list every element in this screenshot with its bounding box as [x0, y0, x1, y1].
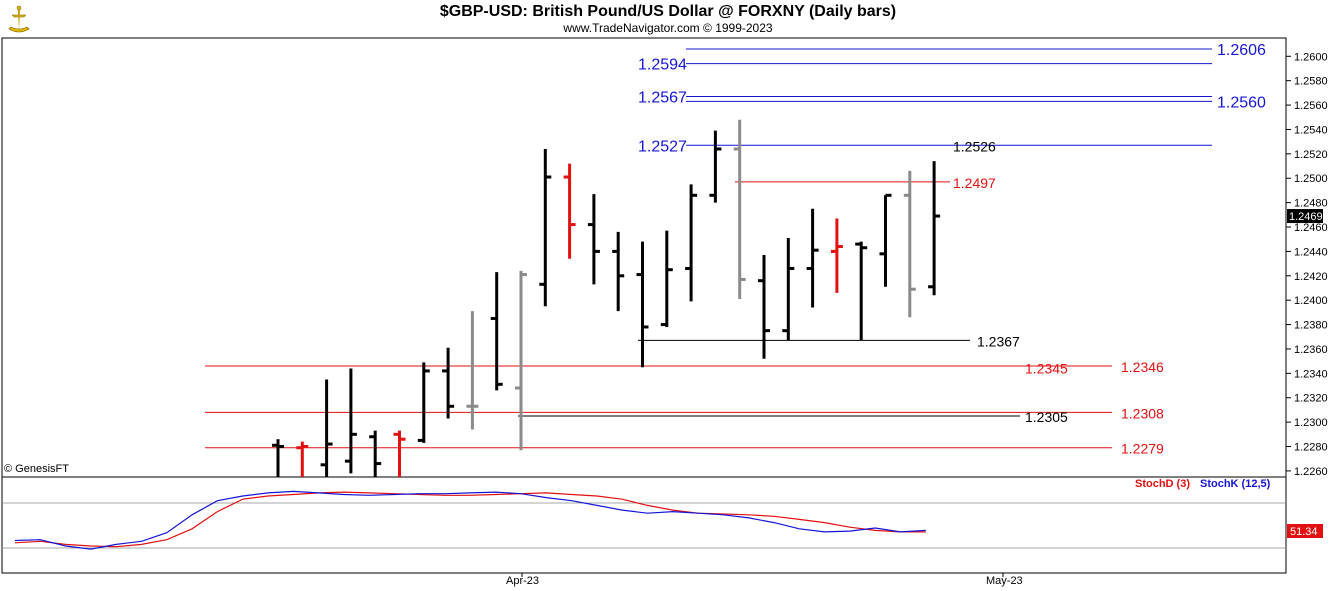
chart-title: $GBP-USD: British Pound/US Dollar @ FORX… [439, 3, 897, 20]
y-tick-label: 1.2320 [1294, 393, 1328, 405]
chart-header: $GBP-USD: British Pound/US Dollar @ FORX… [0, 0, 1336, 37]
stochd-legend: StochD (3) [1135, 478, 1190, 490]
y-tick-label: 1.2460 [1294, 222, 1328, 234]
stoch-value-box [1287, 524, 1323, 538]
y-tick-label: 1.2520 [1294, 149, 1328, 161]
stochk-legend: StochK (12,5) [1200, 478, 1271, 490]
level-label: 1.2497 [953, 175, 996, 191]
genesis-watermark: © GenesisFT [4, 463, 69, 475]
last-price-box [1287, 209, 1323, 224]
y-tick-label: 1.2380 [1294, 320, 1328, 332]
y-tick-label: 1.2560 [1294, 100, 1328, 112]
y-tick-label: 1.2260 [1294, 466, 1328, 478]
y-tick-label: 1.2600 [1294, 51, 1328, 63]
level-label: 1.2526 [953, 138, 996, 154]
stochd-line [14, 491, 926, 548]
level-label: 1.2367 [977, 333, 1020, 349]
y-tick-label: 1.2580 [1294, 76, 1328, 88]
level-label: 1.2346 [1121, 359, 1164, 375]
y-tick-label: 1.2340 [1294, 368, 1328, 380]
level-label: 1.2279 [1121, 441, 1164, 457]
level-label: 1.2560 [1217, 94, 1266, 111]
y-tick-label: 1.2300 [1294, 417, 1328, 429]
stoch-value-label: 51.34 [1290, 526, 1318, 538]
y-tick-label: 1.2500 [1294, 173, 1328, 185]
chart-subtitle: www.TradeNavigator.com © 1999-2023 [563, 21, 773, 35]
x-label-apr: Apr-23 [506, 575, 539, 587]
last-price-label: 1.2469 [1289, 211, 1323, 223]
trade-navigator-logo-icon [3, 3, 35, 35]
y-tick-label: 1.2540 [1294, 124, 1328, 136]
y-tick-label: 1.2480 [1294, 198, 1328, 210]
level-label: 1.2567 [638, 90, 687, 107]
stochk-line [14, 490, 926, 550]
y-tick-label: 1.2280 [1294, 442, 1328, 454]
y-tick-label: 1.2400 [1294, 295, 1328, 307]
level-label: 1.2308 [1121, 405, 1164, 421]
y-tick-label: 1.2360 [1294, 344, 1328, 356]
level-label: 1.2594 [638, 57, 687, 74]
level-label: 1.2345 [1025, 360, 1068, 376]
level-label: 1.2527 [638, 138, 687, 155]
level-label: 1.2606 [1217, 42, 1266, 59]
y-tick-label: 1.2440 [1294, 246, 1328, 258]
y-tick-label: 1.2420 [1294, 271, 1328, 283]
level-label: 1.2305 [1025, 409, 1068, 425]
x-label-may: May-23 [986, 575, 1023, 587]
